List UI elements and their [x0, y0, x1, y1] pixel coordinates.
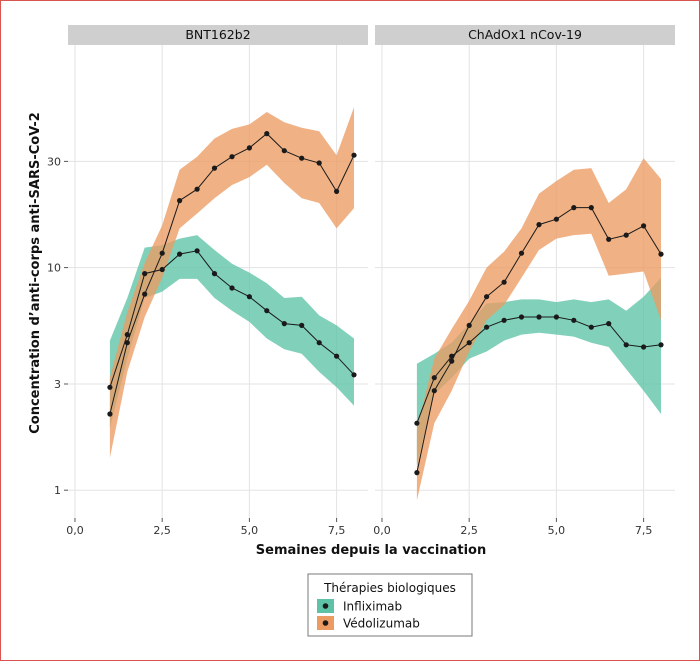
y-tick-label: 3: [54, 378, 61, 391]
data-point-védolizumab: [449, 358, 455, 364]
data-point-védolizumab: [159, 250, 165, 256]
legend-item-infliximab: Infliximab: [317, 599, 402, 614]
data-point-védolizumab: [264, 131, 270, 137]
data-point-infliximab: [264, 308, 270, 314]
data-point-infliximab: [142, 271, 148, 277]
data-point-infliximab: [177, 251, 183, 257]
legend-box: [307, 573, 473, 637]
panel-right-plot: [375, 45, 675, 518]
data-point-védolizumab: [641, 223, 647, 229]
data-point-infliximab: [194, 248, 200, 254]
legend: Thérapies biologiques Infliximab Védoliz…: [307, 573, 473, 637]
x-tick-label: 7,5: [328, 524, 346, 537]
data-point-infliximab: [246, 294, 252, 300]
data-point-infliximab: [623, 342, 629, 348]
data-point-védolizumab: [246, 145, 252, 151]
data-point-védolizumab: [299, 155, 305, 161]
y-tick-label: 1: [54, 484, 61, 497]
x-axis: 0,0 2,5 5,0 7,5 0,0 2,5 5,0 7,5: [66, 518, 652, 537]
data-point-védolizumab: [281, 148, 287, 154]
strip-left-label: BNT162b2: [185, 27, 250, 42]
x-tick-label: 5,0: [241, 524, 259, 537]
data-point-védolizumab: [177, 198, 183, 204]
legend-item-vedolizumab: Védolizumab: [317, 616, 420, 631]
data-point-védolizumab: [107, 411, 113, 417]
data-point-védolizumab: [229, 154, 235, 160]
data-point-infliximab: [536, 314, 542, 320]
data-point-infliximab: [606, 321, 612, 327]
data-point-infliximab: [124, 332, 130, 338]
data-point-védolizumab: [124, 340, 130, 346]
data-point-infliximab: [299, 322, 305, 328]
data-point-infliximab: [414, 420, 420, 426]
data-point-védolizumab: [351, 152, 357, 158]
data-point-védolizumab: [623, 232, 629, 238]
panel-left-plot: [68, 45, 368, 518]
data-point-infliximab: [229, 285, 235, 291]
data-point-infliximab: [107, 384, 113, 390]
ribbon-infliximab: [109, 235, 355, 429]
data-point-infliximab: [501, 317, 507, 323]
data-point-védolizumab: [194, 186, 200, 192]
x-tick-label: 2,5: [153, 524, 171, 537]
data-point-védolizumab: [571, 205, 577, 211]
data-point-védolizumab: [211, 165, 218, 171]
x-tick-label: 2,5: [460, 524, 478, 537]
data-point-védolizumab: [142, 291, 148, 297]
data-point-infliximab: [334, 353, 340, 359]
data-point-védolizumab: [606, 236, 612, 242]
ribbon-védolizumab: [109, 107, 355, 458]
strip-left: [68, 25, 368, 45]
data-point-infliximab: [316, 340, 322, 346]
data-point-védolizumab: [536, 222, 542, 228]
panel-left: BNT162b2: [68, 25, 368, 518]
strip-right-label: ChAdOx1 nCov-19: [468, 27, 582, 42]
data-point-infliximab: [351, 372, 357, 378]
data-point-infliximab: [641, 344, 647, 350]
panel-right: ChAdOx1 nCov-19: [375, 25, 675, 518]
data-point-védolizumab: [501, 279, 507, 285]
y-tick-label: 30: [47, 155, 61, 168]
data-point-infliximab: [658, 342, 664, 348]
data-point-védolizumab: [484, 294, 490, 300]
x-axis-title: Semaines depuis la vaccination: [256, 543, 486, 558]
data-point-védolizumab: [466, 322, 472, 328]
data-point-infliximab: [518, 314, 525, 320]
data-point-infliximab: [571, 317, 577, 323]
data-point-infliximab: [431, 375, 437, 381]
legend-label-infliximab: Infliximab: [343, 600, 402, 614]
data-point-védolizumab: [414, 470, 420, 476]
ribbon-védolizumab: [416, 158, 661, 501]
data-point-védolizumab: [316, 160, 322, 166]
data-point-infliximab: [281, 321, 287, 327]
y-tick-label: 10: [47, 262, 61, 275]
data-point-védolizumab: [588, 205, 594, 211]
data-point-infliximab: [588, 324, 594, 330]
data-point-védolizumab: [553, 216, 560, 222]
data-point-védolizumab: [518, 250, 525, 256]
data-point-védolizumab: [658, 251, 664, 257]
y-axis: 1 3 10 30: [47, 155, 68, 497]
legend-marker-vedolizumab: [322, 620, 329, 626]
x-tick-label: 7,5: [635, 524, 653, 537]
data-point-infliximab: [553, 314, 560, 320]
y-axis-title: Concentration d’anti-corps anti-SARS-CoV…: [28, 112, 43, 434]
data-point-infliximab: [466, 340, 472, 346]
x-tick-label: 0,0: [373, 524, 391, 537]
data-point-infliximab: [211, 271, 218, 277]
data-point-védolizumab: [431, 388, 437, 394]
x-tick-label: 5,0: [548, 524, 566, 537]
data-point-infliximab: [159, 266, 165, 273]
legend-marker-infliximab: [322, 603, 329, 609]
x-tick-label: 0,0: [66, 524, 84, 537]
data-point-védolizumab: [334, 188, 340, 194]
strip-right: [375, 25, 675, 45]
legend-label-vedolizumab: Védolizumab: [343, 617, 420, 631]
data-point-infliximab: [484, 324, 490, 330]
legend-title: Thérapies biologiques: [323, 581, 456, 595]
